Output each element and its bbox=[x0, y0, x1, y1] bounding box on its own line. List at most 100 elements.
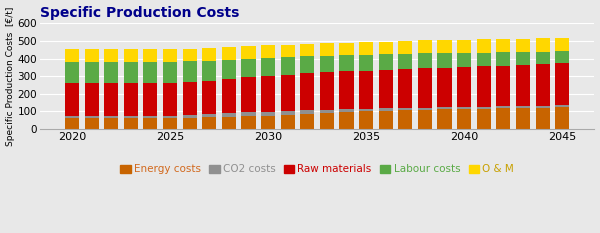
Bar bbox=[437, 40, 452, 53]
Bar bbox=[163, 49, 177, 62]
Bar bbox=[437, 107, 452, 110]
Bar bbox=[320, 56, 334, 72]
Bar bbox=[241, 59, 256, 77]
Bar bbox=[359, 111, 373, 129]
Bar bbox=[340, 55, 353, 71]
Bar bbox=[65, 62, 79, 83]
Bar bbox=[182, 118, 197, 129]
Bar bbox=[143, 62, 157, 83]
Bar bbox=[300, 114, 314, 129]
Bar bbox=[536, 106, 550, 108]
Bar bbox=[104, 62, 118, 83]
Bar bbox=[143, 83, 157, 116]
Bar bbox=[437, 110, 452, 129]
Bar bbox=[555, 64, 569, 105]
Bar bbox=[496, 66, 511, 106]
Bar bbox=[281, 115, 295, 129]
Bar bbox=[340, 43, 353, 55]
Bar bbox=[202, 81, 217, 114]
Bar bbox=[555, 38, 569, 51]
Bar bbox=[555, 107, 569, 129]
Bar bbox=[65, 116, 79, 118]
Bar bbox=[437, 68, 452, 107]
Bar bbox=[222, 60, 236, 79]
Bar bbox=[143, 49, 157, 62]
Bar bbox=[418, 110, 432, 129]
Bar bbox=[398, 54, 412, 69]
Bar bbox=[476, 53, 491, 66]
Bar bbox=[182, 61, 197, 82]
Bar bbox=[536, 108, 550, 129]
Bar bbox=[476, 39, 491, 53]
Bar bbox=[281, 45, 295, 57]
Bar bbox=[202, 48, 217, 61]
Text: Specific Production Costs: Specific Production Costs bbox=[40, 6, 239, 20]
Bar bbox=[359, 71, 373, 109]
Bar bbox=[457, 40, 471, 53]
Bar bbox=[516, 52, 530, 65]
Bar bbox=[85, 49, 98, 62]
Bar bbox=[340, 109, 353, 112]
Bar bbox=[300, 73, 314, 110]
Bar bbox=[202, 114, 217, 117]
Bar bbox=[516, 106, 530, 108]
Bar bbox=[536, 64, 550, 106]
Y-axis label: Specific Production Costs  [€/t]: Specific Production Costs [€/t] bbox=[5, 7, 14, 146]
Bar bbox=[457, 109, 471, 129]
Bar bbox=[241, 112, 256, 116]
Bar bbox=[143, 116, 157, 118]
Bar bbox=[65, 49, 79, 62]
Bar bbox=[65, 83, 79, 116]
Bar bbox=[124, 83, 138, 116]
Bar bbox=[418, 108, 432, 110]
Bar bbox=[398, 41, 412, 54]
Bar bbox=[379, 42, 393, 54]
Bar bbox=[457, 53, 471, 67]
Bar bbox=[555, 51, 569, 64]
Bar bbox=[202, 117, 217, 129]
Bar bbox=[320, 113, 334, 129]
Bar bbox=[85, 62, 98, 83]
Bar bbox=[398, 69, 412, 108]
Bar bbox=[418, 40, 432, 54]
Bar bbox=[241, 116, 256, 129]
Bar bbox=[379, 111, 393, 129]
Bar bbox=[124, 116, 138, 118]
Bar bbox=[202, 61, 217, 81]
Bar bbox=[281, 111, 295, 115]
Bar bbox=[182, 49, 197, 61]
Bar bbox=[320, 43, 334, 56]
Bar bbox=[163, 62, 177, 83]
Bar bbox=[85, 118, 98, 129]
Bar bbox=[163, 83, 177, 116]
Bar bbox=[104, 49, 118, 62]
Bar bbox=[281, 57, 295, 75]
Bar bbox=[124, 62, 138, 83]
Bar bbox=[398, 110, 412, 129]
Bar bbox=[124, 118, 138, 129]
Bar bbox=[555, 105, 569, 107]
Bar bbox=[516, 39, 530, 52]
Bar bbox=[222, 113, 236, 117]
Bar bbox=[476, 107, 491, 109]
Bar bbox=[379, 70, 393, 108]
Bar bbox=[516, 108, 530, 129]
Bar bbox=[104, 83, 118, 116]
Bar bbox=[379, 54, 393, 70]
Bar bbox=[261, 58, 275, 76]
Bar bbox=[182, 115, 197, 118]
Bar bbox=[457, 107, 471, 109]
Bar bbox=[85, 116, 98, 118]
Bar bbox=[536, 38, 550, 51]
Bar bbox=[496, 108, 511, 129]
Bar bbox=[104, 116, 118, 118]
Bar bbox=[222, 79, 236, 113]
Bar bbox=[359, 42, 373, 55]
Bar bbox=[163, 116, 177, 118]
Bar bbox=[222, 47, 236, 60]
Bar bbox=[359, 109, 373, 111]
Bar bbox=[300, 44, 314, 56]
Bar bbox=[476, 109, 491, 129]
Bar bbox=[536, 51, 550, 64]
Bar bbox=[320, 110, 334, 113]
